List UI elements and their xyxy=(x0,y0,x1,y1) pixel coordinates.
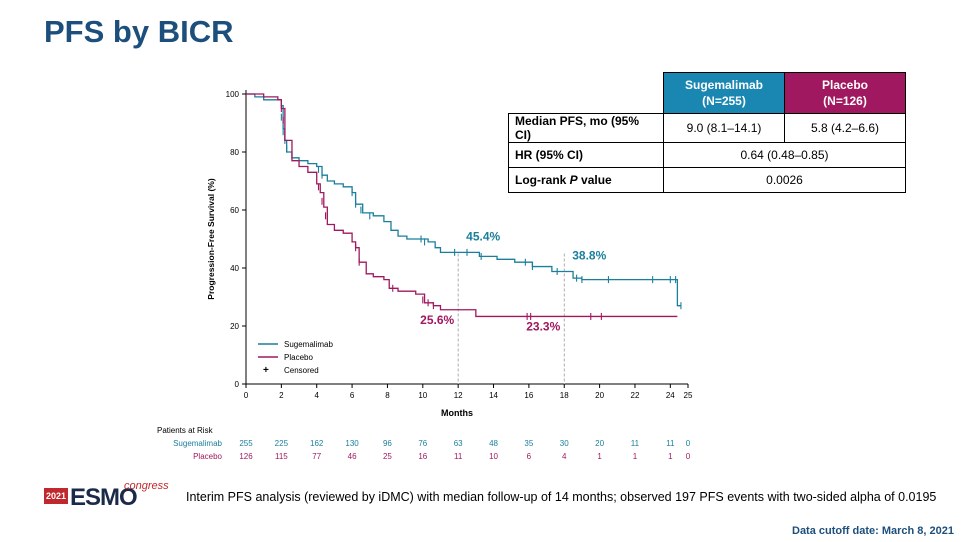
at-risk-row-label: Placebo xyxy=(193,452,222,461)
x-tick-label: 18 xyxy=(560,391,569,400)
at-risk-row-label: Sugemalimab xyxy=(173,439,222,448)
x-tick-label: 16 xyxy=(524,391,533,400)
at-risk-value: 255 xyxy=(239,439,253,448)
x-tick-label: 6 xyxy=(350,391,355,400)
table-header-placebo: Placebo (N=126) xyxy=(784,72,906,114)
x-axis-title: Months xyxy=(441,408,473,418)
row-label: HR (95% CI) xyxy=(508,142,664,168)
legend-label: Placebo xyxy=(284,353,313,362)
x-tick-label: 4 xyxy=(314,391,319,400)
legend-label: Sugemalimab xyxy=(284,340,333,349)
x-tick-label: 14 xyxy=(489,391,498,400)
logo-suffix: congress xyxy=(124,480,169,492)
logo-brand: ESMO xyxy=(70,484,138,511)
header-pla-n: (N=126) xyxy=(823,94,867,108)
landmark-label: 45.4% xyxy=(466,229,500,243)
table-row: HR (95% CI) 0.64 (0.48–0.85) xyxy=(508,142,906,168)
at-risk-value: 225 xyxy=(275,439,289,448)
x-tick-label: 24 xyxy=(666,391,675,400)
legend-censor-icon: + xyxy=(263,365,269,376)
row-value-combined: 0.64 (0.48–0.85) xyxy=(663,142,906,168)
at-risk-value: 16 xyxy=(418,452,427,461)
x-tick-label: 2 xyxy=(279,391,284,400)
x-tick-label: 0 xyxy=(244,391,249,400)
y-axis-title: Progression-Free Survival (%) xyxy=(206,178,216,300)
landmark-label: 23.3% xyxy=(526,319,560,333)
at-risk-value: 126 xyxy=(239,452,253,461)
y-tick-label: 0 xyxy=(235,380,240,389)
table-header-row: Sugemalimab (N=255) Placebo (N=126) xyxy=(508,72,906,114)
y-tick-label: 40 xyxy=(230,264,239,273)
at-risk-value: 0 xyxy=(686,439,691,448)
page-title: PFS by BICR xyxy=(44,14,234,49)
header-sug-n: (N=255) xyxy=(702,94,746,108)
at-risk-value: 1 xyxy=(668,452,673,461)
logo-year: 2021 xyxy=(44,488,68,504)
at-risk-value: 11 xyxy=(631,439,640,448)
header-sug-name: Sugemalimab xyxy=(684,78,764,92)
header-pla-name: Placebo xyxy=(821,78,869,92)
footnote: Interim PFS analysis (reviewed by iDMC) … xyxy=(186,490,937,504)
landmark-label: 25.6% xyxy=(420,313,454,327)
at-risk-value: 162 xyxy=(310,439,324,448)
landmark-label: 38.8% xyxy=(572,248,606,262)
at-risk-value: 0 xyxy=(686,452,691,461)
at-risk-value: 1 xyxy=(597,452,602,461)
y-tick-label: 60 xyxy=(230,206,239,215)
x-tick-label: 8 xyxy=(385,391,390,400)
at-risk-value: 96 xyxy=(383,439,392,448)
at-risk-value: 115 xyxy=(275,452,288,461)
at-risk-value: 130 xyxy=(345,439,359,448)
x-tick-label: 12 xyxy=(454,391,463,400)
legend-label: Censored xyxy=(284,366,319,375)
at-risk-value: 35 xyxy=(524,439,533,448)
at-risk-value: 20 xyxy=(595,439,604,448)
at-risk-value: 30 xyxy=(560,439,569,448)
at-risk-value: 46 xyxy=(348,452,357,461)
km-curve-placebo xyxy=(246,93,678,318)
x-tick-label: 25 xyxy=(684,391,693,400)
row-value-pla: 5.8 (4.2–6.6) xyxy=(784,113,906,143)
data-cutoff: Data cutoff date: March 8, 2021 xyxy=(792,525,954,537)
at-risk-value: 11 xyxy=(666,439,675,448)
at-risk-value: 1 xyxy=(633,452,638,461)
at-risk-value: 25 xyxy=(383,452,392,461)
x-tick-label: 22 xyxy=(631,391,640,400)
at-risk-title: Patients at Risk xyxy=(157,426,214,435)
y-tick-label: 20 xyxy=(230,322,239,331)
table-row: Median PFS, mo (95% CI) 9.0 (8.1–14.1) 5… xyxy=(508,113,906,143)
table-header-sugemalimab: Sugemalimab (N=255) xyxy=(663,72,785,114)
at-risk-value: 48 xyxy=(489,439,498,448)
row-label: Median PFS, mo (95% CI) xyxy=(508,113,664,143)
summary-table: Sugemalimab (N=255) Placebo (N=126) Medi… xyxy=(508,72,906,193)
at-risk-value: 77 xyxy=(312,452,321,461)
table-row: Log-rank P value 0.0026 xyxy=(508,167,906,193)
row-value-combined: 0.0026 xyxy=(663,167,906,193)
y-tick-label: 100 xyxy=(226,90,240,99)
at-risk-value: 6 xyxy=(527,452,532,461)
at-risk-value: 10 xyxy=(489,452,498,461)
esmo-logo: 2021 ESMO congress xyxy=(44,480,174,514)
x-tick-label: 10 xyxy=(418,391,427,400)
at-risk-value: 4 xyxy=(562,452,567,461)
x-tick-label: 20 xyxy=(595,391,604,400)
y-tick-label: 80 xyxy=(230,148,239,157)
at-risk-value: 63 xyxy=(454,439,463,448)
at-risk-value: 11 xyxy=(454,452,463,461)
row-label: Log-rank P value xyxy=(508,167,664,193)
table-header-blank xyxy=(508,72,664,114)
at-risk-value: 76 xyxy=(418,439,427,448)
row-value-sug: 9.0 (8.1–14.1) xyxy=(663,113,785,143)
